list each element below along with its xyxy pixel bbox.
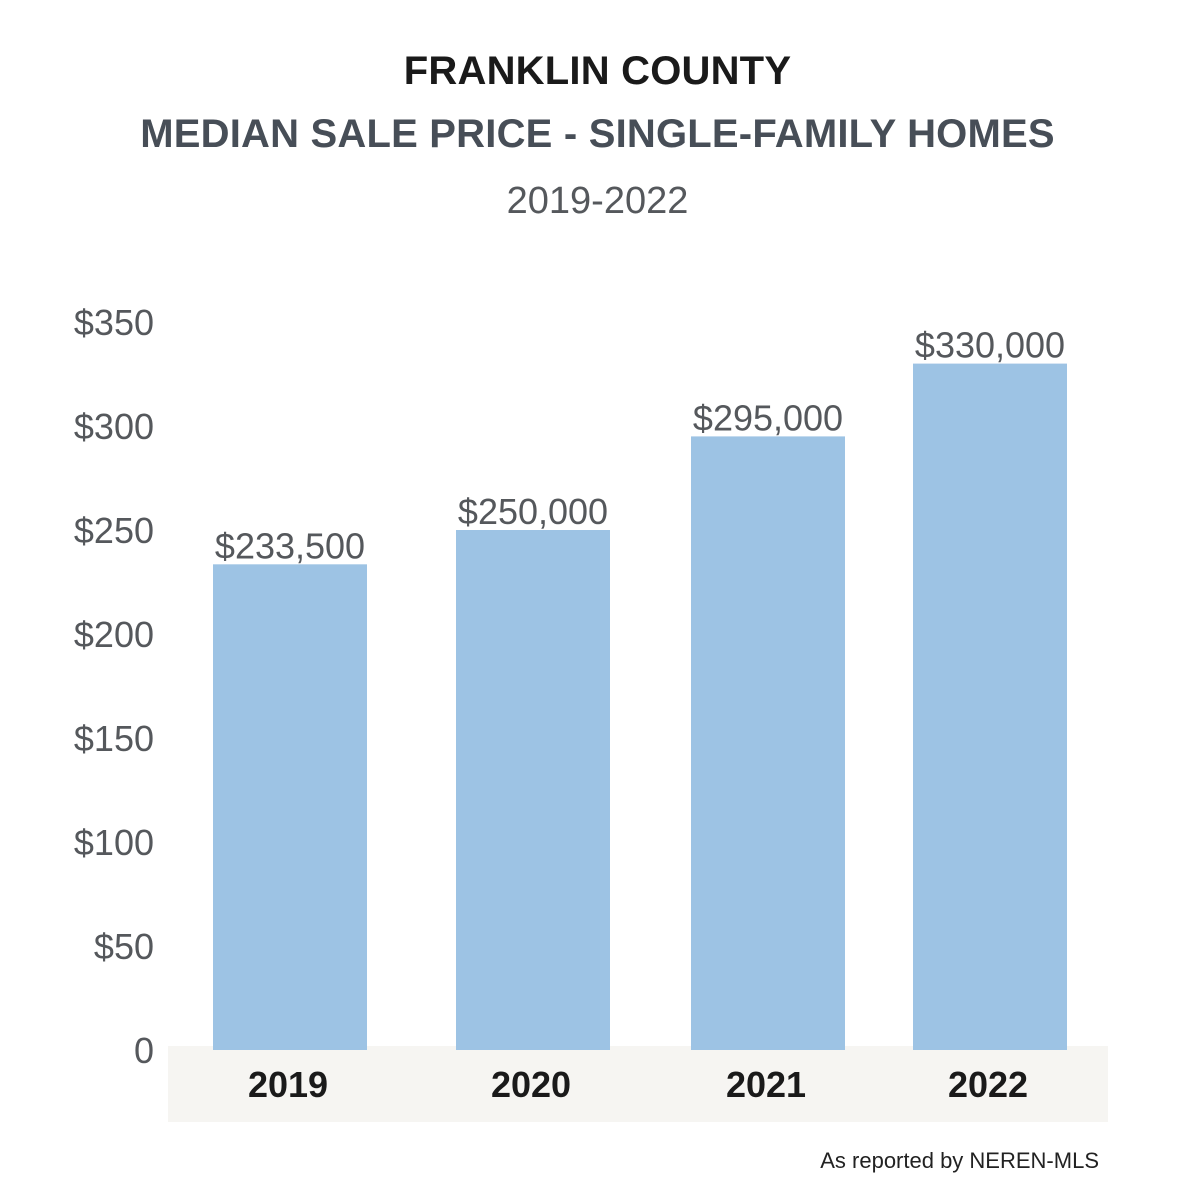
bar-2020 [456, 530, 610, 1050]
x-tick-label-2021: 2021 [726, 1064, 806, 1105]
source-note: As reported by NEREN-MLS [820, 1148, 1099, 1173]
y-tick-label: $50 [94, 926, 154, 967]
chart-period: 2019-2022 [506, 180, 689, 222]
bar-2019 [213, 564, 367, 1050]
x-axis: 2019 2020 2021 2022 [248, 1064, 1028, 1105]
x-tick-label-2022: 2022 [948, 1064, 1028, 1105]
y-tick-label: $150 [74, 718, 154, 759]
value-labels: $233,500 $250,000 $295,000 $330,000 [215, 325, 1065, 567]
bar-2021 [691, 436, 845, 1050]
value-label-2019: $233,500 [215, 525, 365, 566]
y-tick-label: $250 [74, 510, 154, 551]
y-tick-label: 0 [134, 1030, 154, 1071]
value-label-2022: $330,000 [915, 325, 1065, 366]
bars [213, 363, 1067, 1051]
chart-title: FRANKLIN COUNTY [403, 49, 792, 93]
y-tick-label: $350 [74, 302, 154, 343]
x-tick-label-2020: 2020 [491, 1064, 571, 1105]
category-band [168, 1046, 1108, 1122]
bar-2022 [913, 363, 1067, 1051]
y-tick-label: $200 [74, 614, 154, 655]
y-axis: 0 $50 $100 $150 $200 $250 $300 $350 [74, 302, 154, 1071]
y-tick-label: $300 [74, 406, 154, 447]
x-tick-label-2019: 2019 [248, 1064, 328, 1105]
chart-subtitle: MEDIAN SALE PRICE - SINGLE-FAMILY HOMES [140, 112, 1055, 156]
y-tick-label: $100 [74, 822, 154, 863]
value-label-2020: $250,000 [458, 491, 608, 532]
value-label-2021: $295,000 [693, 397, 843, 438]
